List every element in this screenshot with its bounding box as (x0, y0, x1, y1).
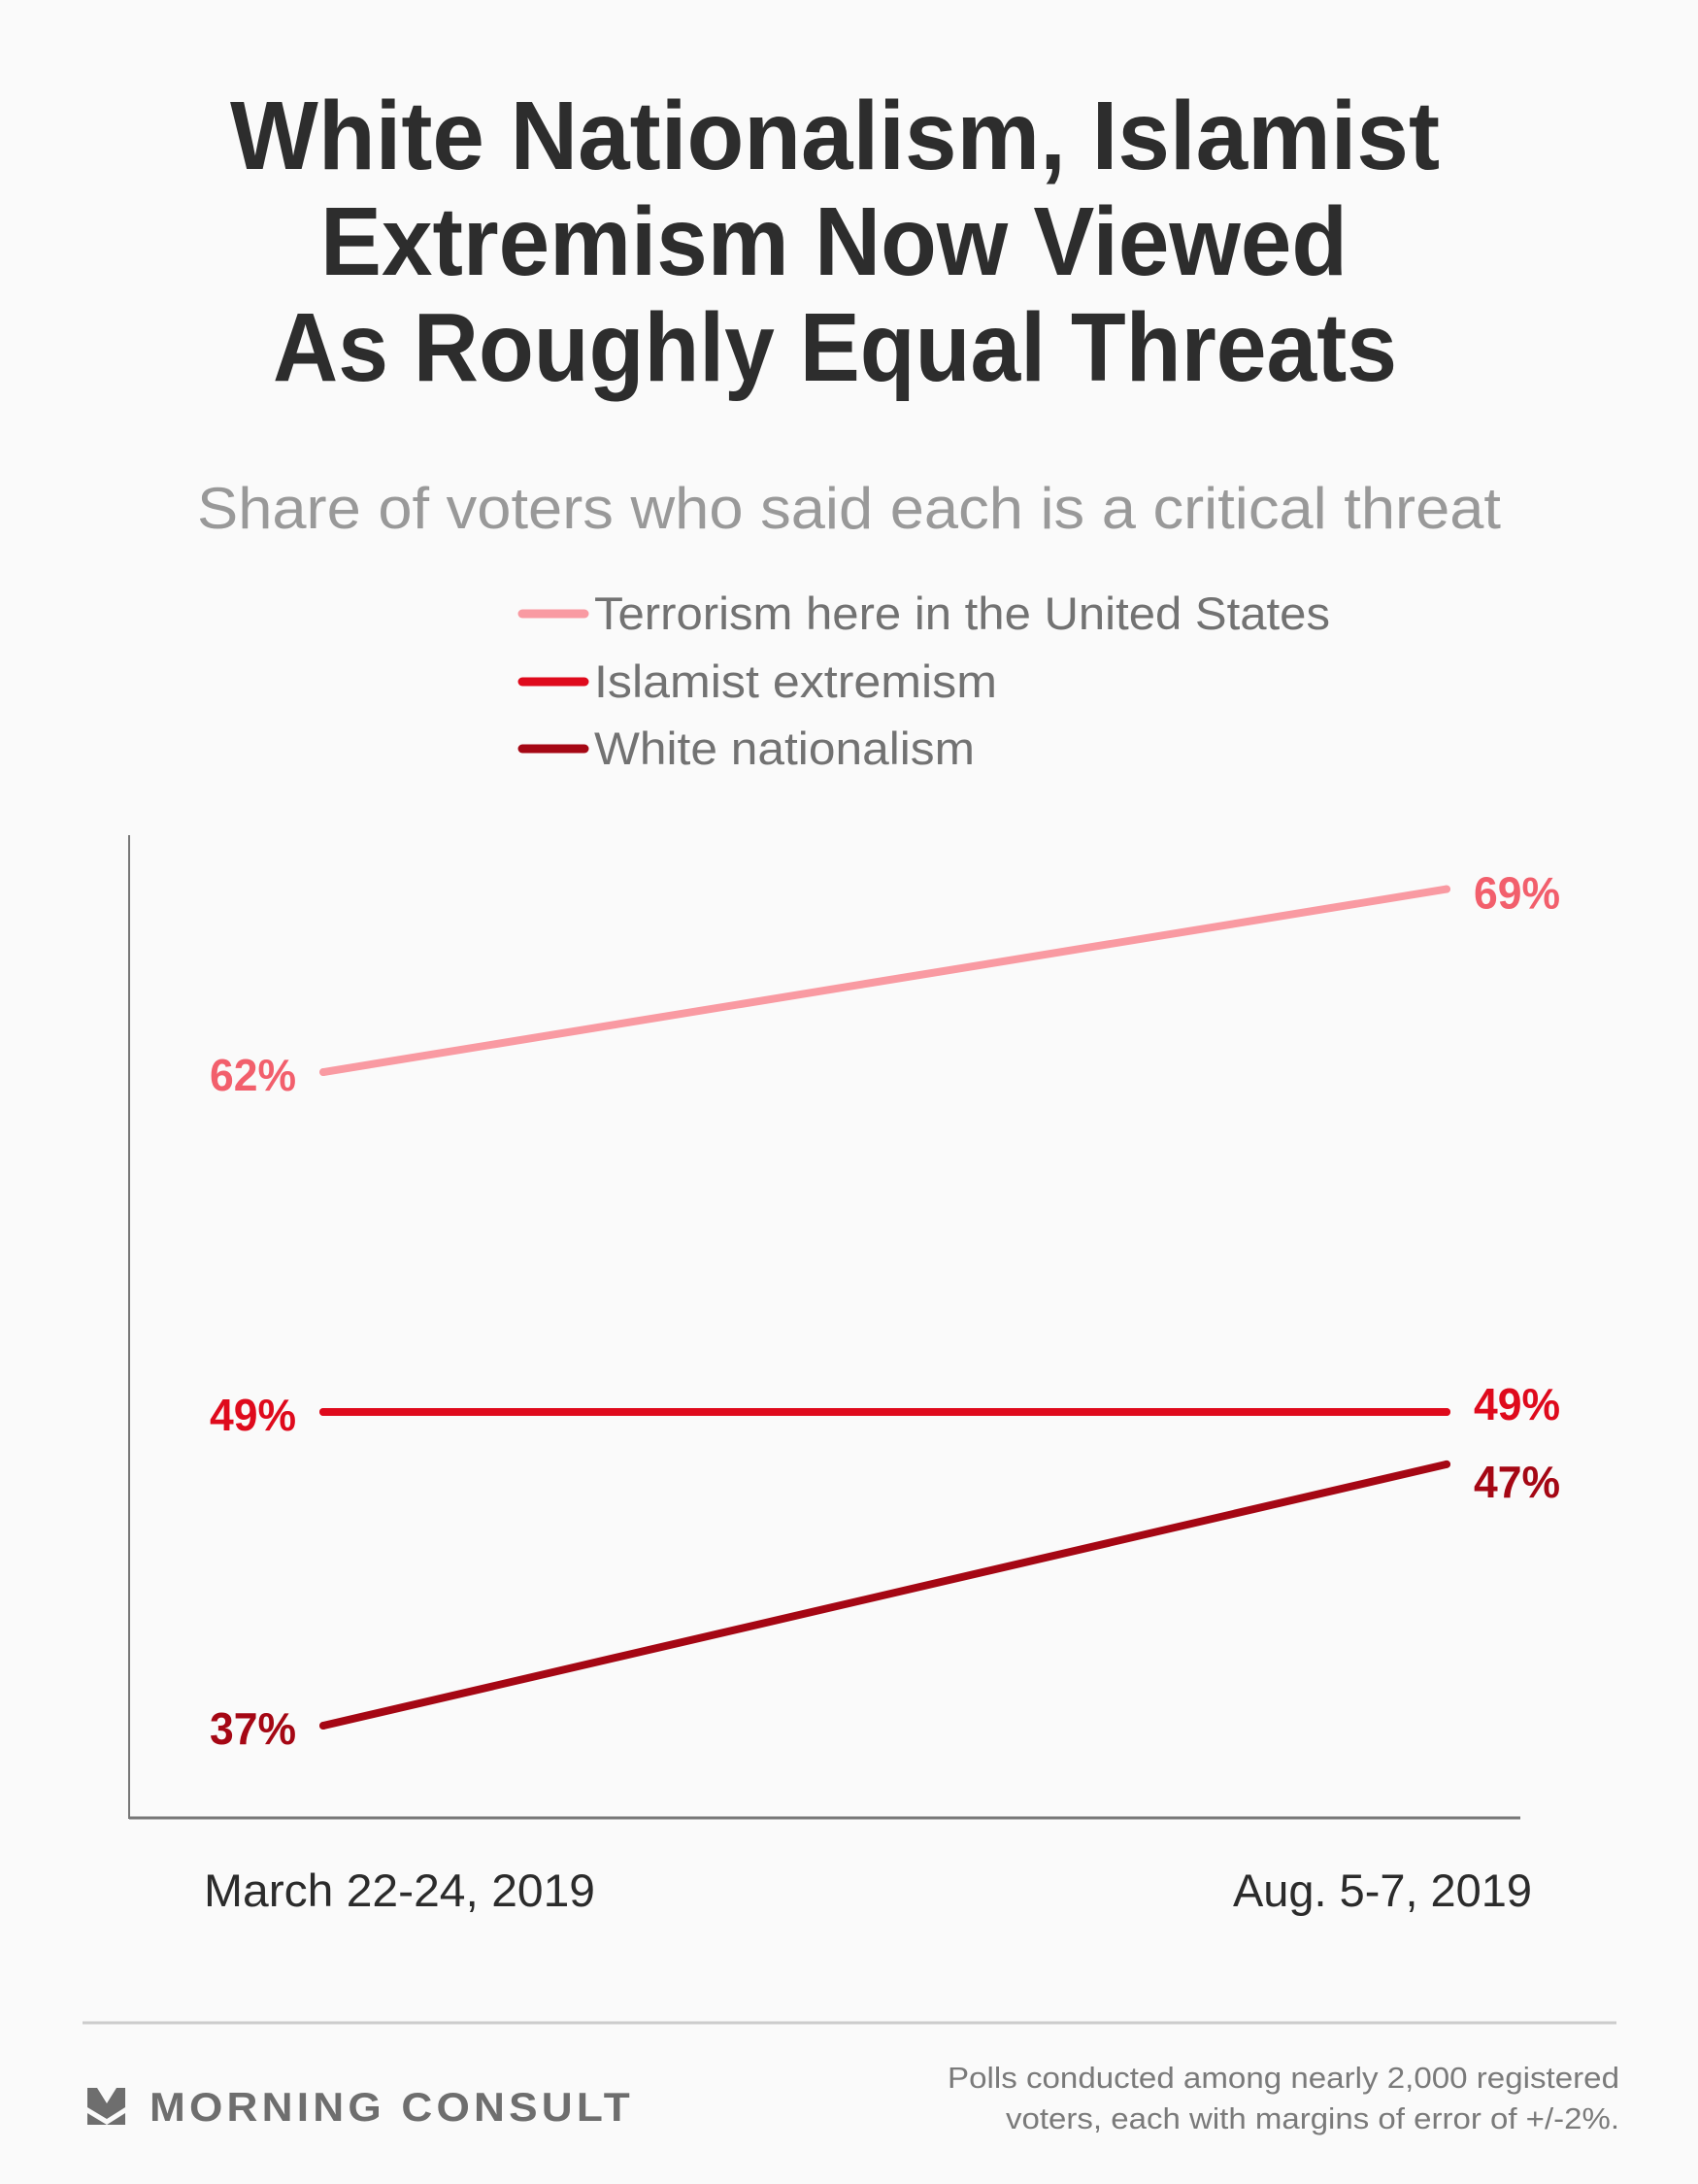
data-label-terrorism-1: 69% (1474, 868, 1560, 919)
data-label-layer: 62% 69% 49% 49% 37% 47% (210, 868, 1560, 1754)
data-point-terrorism-1 (1443, 885, 1450, 893)
data-label-terrorism-0: 62% (210, 1050, 296, 1100)
legend-item-white-nationalism: White nationalism (517, 722, 975, 774)
data-label-islamist-extremism-0: 49% (210, 1390, 296, 1440)
series-line-white-nationalism (319, 1460, 1450, 1730)
legend-label-islamist-extremism: Islamist extremism (594, 655, 997, 707)
data-label-white-nationalism-0: 37% (210, 1703, 296, 1754)
legend-item-terrorism: Terrorism here in the United States (517, 588, 1330, 639)
title-line-2: Extremism Now Viewed (320, 187, 1348, 296)
x-tick-label-august: Aug. 5-7, 2019 (1233, 1865, 1532, 1916)
legend-item-islamist-extremism: Islamist extremism (517, 655, 997, 707)
title-line-1: White Nationalism, Islamist (230, 82, 1440, 190)
data-point-white-nationalism-1 (1443, 1460, 1450, 1468)
series-line-terrorism (319, 885, 1450, 1077)
legend-label-white-nationalism: White nationalism (594, 722, 975, 774)
data-point-white-nationalism-0 (319, 1722, 327, 1730)
morning-consult-chevron-icon (87, 2088, 125, 2125)
legend: Terrorism here in the United States Isla… (517, 588, 1330, 774)
brand-wordmark: MORNING CONSULT (150, 2084, 634, 2130)
x-tick-label-march: March 22-24, 2019 (204, 1865, 595, 1916)
data-label-white-nationalism-1: 47% (1474, 1457, 1560, 1507)
legend-label-terrorism: Terrorism here in the United States (594, 588, 1330, 639)
footnote-line-2: voters, each with margins of error of +/… (1006, 2101, 1619, 2135)
title-line-3: As Roughly Equal Threats (273, 293, 1397, 402)
data-point-islamist-extremism-0 (319, 1408, 327, 1416)
data-point-islamist-extremism-1 (1443, 1408, 1450, 1416)
chart-title: White Nationalism, Islamist Extremism No… (230, 82, 1440, 402)
series-layer (319, 885, 1450, 1730)
data-point-terrorism-0 (319, 1068, 327, 1077)
data-label-islamist-extremism-1: 49% (1474, 1379, 1560, 1429)
footnote-line-1: Polls conducted among nearly 2,000 regis… (948, 2061, 1619, 2095)
chart-subtitle: Share of voters who said each is a criti… (197, 476, 1501, 541)
